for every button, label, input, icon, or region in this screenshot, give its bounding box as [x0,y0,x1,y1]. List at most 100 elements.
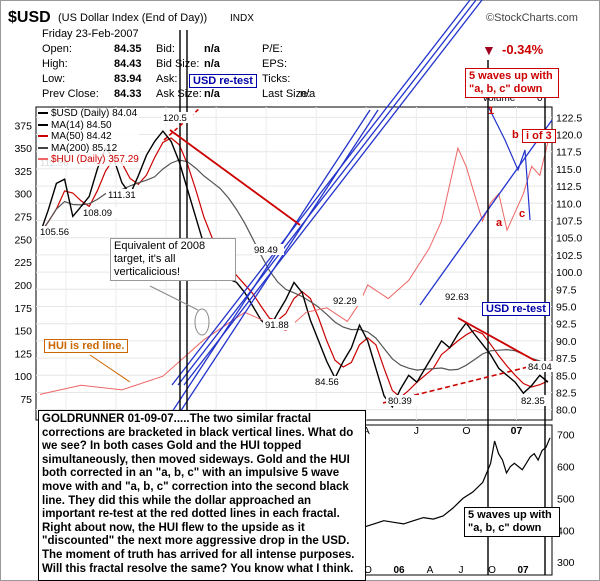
inset-y-tick-label: 500 [557,493,575,505]
y-right-tick-label: 110.0 [556,198,582,210]
y-left-tick-label: 275 [14,212,32,224]
legend-item: MA(200) 85.12 [38,143,139,155]
chart-exchange: INDX [230,13,254,24]
y-right-tick-label: 97.5 [556,284,577,296]
y-right-tick-label: 117.5 [556,147,582,159]
y-right-tick-label: 115.0 [556,164,582,176]
waves-bottom-label: 5 waves up with "a, b, c" down [464,507,560,537]
channel-line [179,109,379,413]
price-label: 84.56 [315,377,339,388]
y-right-tick-label: 100.0 [556,267,582,279]
wave-label: 1 [488,105,494,117]
y-right-tick-label: 95.0 [556,301,577,313]
wave-label: b [512,129,519,141]
inset-x-tick-label: J [459,565,464,576]
usd-retest-right-text: USD re-test [486,303,546,315]
commentary-box: GOLDRUNNER 01-09-07.....The two similar … [38,410,366,581]
i-of-3-label: i of 3 [522,129,556,143]
price-label-bg [263,319,295,330]
quote-cell: Prev Close: [42,88,99,100]
quote-info-panel: Friday 23-Feb-2007 Open: 84.35 Bid: n/a P/E:… [38,28,378,106]
inset-x-tick-label: A [427,565,434,576]
price-label: 98.49 [254,245,278,256]
price-label-bg [252,244,284,255]
pointer-line [149,285,199,311]
waves-top-text: 5 waves up with "a, b, c" down [469,70,553,95]
retest-dotted-line [382,360,553,404]
quote-cell: Last Size: [262,88,311,100]
y-left-tick-label: 175 [14,303,32,315]
ma50-line [39,137,549,399]
downtrend-line [169,129,301,226]
legend-label: MA(14) 84.50 [51,119,112,131]
chart-subtitle: (US Dollar Index (End of Day)) [58,12,207,24]
legend-item: MA(50) 84.42 [38,131,139,143]
y-right-tick-label: 92.5 [556,319,577,331]
price-label-bg [313,376,345,387]
ma200-line [39,159,549,371]
quote-cell: Ticks: [262,73,291,85]
y-right-tick-label: 80.0 [556,405,577,417]
legend-swatch [38,135,48,138]
legend-swatch [38,112,48,115]
y-left-tick-label: 225 [14,257,32,269]
wave-label: c [519,208,525,220]
price-label: 82.35 [521,396,545,407]
price-label-bg [443,291,475,302]
y-right-tick-label: 85.0 [556,370,577,382]
usd-retest-top-label: USD re-test [189,74,257,88]
legend-swatch [38,123,48,126]
legend-label: MA(50) 84.42 [51,131,112,142]
x-tick-label: A [363,425,370,437]
y-right-tick-label: 102.5 [556,250,582,262]
usd-retest-top-text: USD re-test [193,75,253,87]
change-value: -0.34% [502,42,544,57]
price-label: 80.39 [388,396,412,407]
gold-series-line [363,437,551,528]
price-label-bg [81,207,119,218]
series-group [39,129,551,528]
quote-cell: Low: [42,73,66,85]
price-label-bg [161,112,193,123]
waves-top-label: 5 waves up with "a, b, c" down [465,68,559,98]
highlight-ellipse [194,308,210,336]
wave-label: a [496,217,503,229]
hui-series-line [39,141,549,395]
price-label: 84.04 [528,362,552,373]
x-tick-label: J [414,425,419,437]
wave-path [488,107,531,221]
quote-date: Friday 23-Feb-2007 [42,28,139,40]
hui-red-label: HUI is red line. [44,339,129,353]
legend-swatch [38,158,48,161]
inset-y-tick-label: 700 [557,430,575,442]
quote-cell: EPS: [262,58,288,70]
price-label: 92.29 [333,296,357,307]
usd-retest-right-label: USD re-test [482,302,550,316]
inset-x-tick-label: O [488,565,496,576]
inset-x-tick-label: 06 [393,565,405,576]
y-right-tick-label: 82.5 [556,387,577,399]
legend-item: MA(14) 84.50 [38,120,139,132]
price-label-bg [38,226,76,237]
inset-x-tick-label: O [364,565,372,576]
quote-cell: High: [42,58,68,70]
legend-swatch [38,146,48,149]
pointer-line [89,354,131,383]
price-label-bg [386,395,418,406]
waves-bottom-text: 5 waves up with "a, b, c" down [468,509,552,534]
inset-y-tick-label: 300 [557,557,575,569]
overlay-lines: 1 a b c Volume 0 [89,0,553,575]
quote-cell: Bid: [156,43,175,55]
channel-line [171,0,471,386]
quote-cell: n/a [204,43,220,55]
price-label-bg [106,189,144,200]
hui-red-text: HUI is red line. [48,340,125,352]
gold-inset-area [361,424,553,576]
inset-x-tick-label: 07 [517,565,529,576]
axis-ticks: 80.0 82.5 85.0 87.5 90.0 92.5 95.0 97.5 100.0 102… [14,112,582,576]
quote-cell: Open: [42,43,72,55]
y-left-tick-label: 125 [14,348,32,360]
i-of-3-text: i of 3 [526,130,552,142]
quote-cell: P/E: [262,43,283,55]
retest-dotted-line [163,107,201,141]
